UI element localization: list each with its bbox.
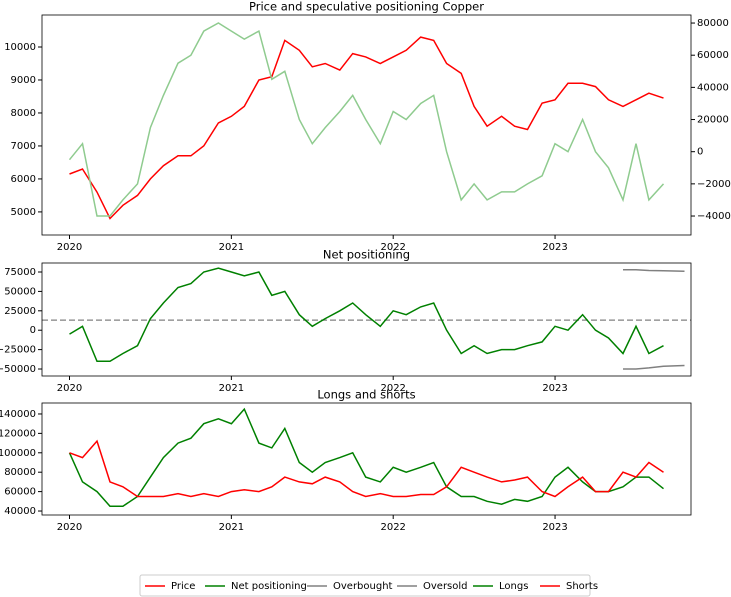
- y-tick-label: 80000: [4, 467, 36, 478]
- y-tick-label: 5000: [11, 207, 36, 218]
- y2-tick-label: 0: [697, 147, 703, 158]
- y-tick-label: 120000: [0, 428, 36, 439]
- legend-box: [139, 574, 591, 597]
- series-line: [623, 364, 685, 370]
- legend-label: Net positioning: [231, 581, 307, 592]
- y2-tick-label: 40000: [697, 82, 729, 93]
- x-tick-label: 2020: [57, 242, 82, 253]
- series-line: [68, 22, 665, 217]
- legend-label: Shorts: [566, 581, 598, 592]
- y-tick-label: 9000: [11, 75, 36, 86]
- y-tick-label: 8000: [11, 108, 36, 119]
- series-line: [68, 407, 664, 507]
- chart-title: Longs and shorts: [317, 388, 415, 402]
- y-tick-label: 140000: [0, 409, 36, 420]
- plot-frame: [41, 402, 692, 516]
- series-line: [623, 268, 685, 272]
- y-tick-label: 6000: [11, 174, 36, 185]
- x-tick-label: 2023: [542, 383, 567, 394]
- y-tick-label: 75000: [4, 267, 36, 278]
- y-tick-label: 10000: [4, 42, 36, 53]
- y-tick-label: 25000: [4, 306, 36, 317]
- x-tick-label: 2022: [380, 383, 405, 394]
- y2-tick-label: 20000: [697, 115, 729, 126]
- y2-tick-label: 80000: [697, 18, 729, 29]
- x-tick-label: 2021: [219, 522, 244, 533]
- y-tick-label: 100000: [0, 448, 36, 459]
- series-line: [69, 267, 664, 363]
- x-tick-label: 2023: [542, 522, 567, 533]
- x-tick-label: 2020: [57, 522, 82, 533]
- x-tick-label: 2022: [380, 522, 405, 533]
- x-tick-label: 2022: [380, 242, 405, 253]
- legend-label: Price: [171, 581, 195, 592]
- chart-title: Net positioning: [323, 248, 410, 262]
- x-tick-label: 2021: [219, 383, 244, 394]
- y-tick-label: −50000: [0, 364, 36, 375]
- y2-tick-label: −20000: [697, 179, 731, 190]
- series-line: [69, 36, 664, 220]
- plot-frame: [41, 14, 692, 236]
- legend-label: Oversold: [423, 581, 468, 592]
- x-tick-label: 2023: [542, 242, 567, 253]
- chart-title: Price and speculative positioning Copper: [249, 0, 484, 14]
- y-tick-label: 40000: [4, 506, 36, 517]
- y-tick-label: −25000: [0, 345, 36, 356]
- legend-label: Overbought: [333, 581, 393, 592]
- legend-label: Longs: [499, 581, 528, 592]
- y-tick-label: 0: [30, 325, 36, 336]
- y2-tick-label: 60000: [697, 50, 729, 61]
- y-tick-label: 7000: [11, 141, 36, 152]
- x-tick-label: 2021: [219, 242, 244, 253]
- x-tick-label: 2020: [57, 383, 82, 394]
- y-tick-label: 60000: [4, 487, 36, 498]
- y2-tick-label: −40000: [697, 211, 731, 222]
- series-line: [69, 439, 664, 498]
- y-tick-label: 50000: [4, 286, 36, 297]
- plot-frame: [41, 262, 692, 377]
